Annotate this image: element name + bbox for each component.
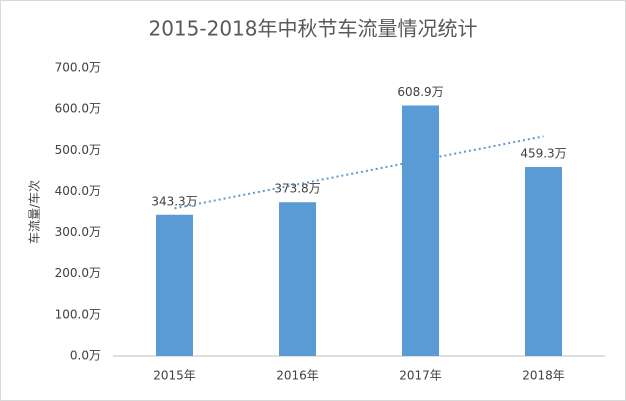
y-tick-label: 500.0万 [55,143,101,157]
bar [525,167,562,356]
y-axis-label: 车流量/车次 [27,180,42,244]
data-label: 608.9万 [397,85,443,99]
y-tick-label: 600.0万 [55,102,101,116]
y-tick-label: 0.0万 [70,349,101,363]
data-label: 343.3万 [151,194,197,208]
data-label: 459.3万 [520,147,566,161]
y-tick-label: 700.0万 [55,61,101,75]
y-tick-label: 200.0万 [55,266,101,280]
x-tick-label: 2015年 [153,369,196,383]
bar [279,202,316,356]
y-tick-label: 400.0万 [55,184,101,198]
y-tick-label: 300.0万 [55,225,101,239]
y-tick-label: 100.0万 [55,307,101,321]
bar [402,105,439,356]
x-tick-label: 2017年 [399,369,442,383]
x-tick-label: 2018年 [522,369,565,383]
chart-title: 2015-2018年中秋节车流量情况统计 [148,17,477,41]
x-tick-label: 2016年 [276,369,319,383]
bar [156,214,193,356]
data-label: 373.8万 [274,182,320,196]
